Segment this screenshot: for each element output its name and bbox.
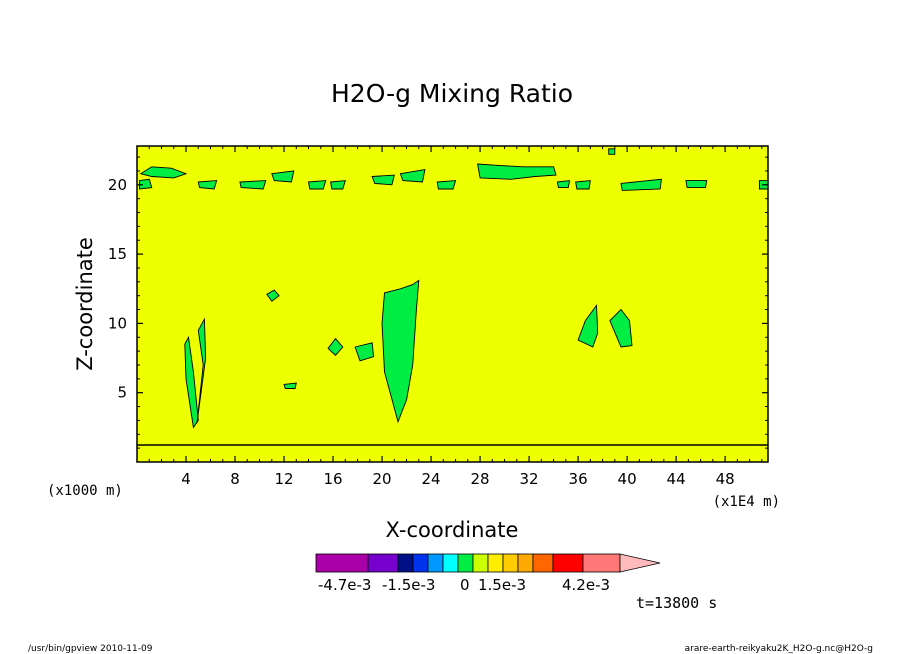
contour-region-upper-blob-17 xyxy=(608,148,616,155)
chart-title: H2O-g Mixing Ratio xyxy=(331,79,573,108)
contour-region-upper-band-13 xyxy=(575,180,591,190)
colorbar-segment xyxy=(502,553,519,573)
colorbar-labels: -4.7e-3 -1.5e-3 0 1.5e-3 4.2e-3 xyxy=(318,576,610,594)
time-label: t=13800 s xyxy=(636,594,717,612)
contour-region-upper-band-12 xyxy=(556,180,571,189)
contour-region-blob-19 xyxy=(354,342,374,362)
colorbar-segment xyxy=(457,553,474,573)
footer-left: /usr/bin/gpview 2010-11-09 xyxy=(28,644,153,654)
colorbar xyxy=(315,553,661,573)
y-tick-label: 15 xyxy=(108,245,127,263)
contour-region-upper-band-6 xyxy=(307,180,327,190)
colorbar-segment xyxy=(552,553,584,573)
contour-region-upper-band-4 xyxy=(239,180,267,190)
x-tick-label: 36 xyxy=(569,470,588,488)
colorbar-label: -4.7e-3 xyxy=(318,576,371,594)
x-tick-label: 16 xyxy=(323,470,342,488)
colorbar-segment xyxy=(427,553,444,573)
x-axis-ticks: 4 8 12 16 20 24 28 32 36 40 44 48 xyxy=(148,146,763,488)
colorbar-segment xyxy=(517,553,534,573)
colorbar-label: 1.5e-3 xyxy=(478,576,526,594)
x-axis-label: X-coordinate xyxy=(386,518,519,542)
x-tick-label: 12 xyxy=(274,470,293,488)
y-tick-label: 10 xyxy=(108,314,127,332)
contour-region-column-center xyxy=(381,279,420,424)
contour-region-blob-39 xyxy=(609,308,633,348)
contour-region-blob-37 xyxy=(577,304,599,348)
contour-region-upper-band-5 xyxy=(271,170,295,183)
contour-region-upper-band-14 xyxy=(620,178,662,191)
colorbar-segment xyxy=(487,553,504,573)
x-tick-label: 32 xyxy=(520,470,539,488)
x-tick-label: 4 xyxy=(181,470,191,488)
x-tick-label: 44 xyxy=(667,470,686,488)
contour-region-upper-band-2 xyxy=(139,178,153,190)
y-tick-label: 5 xyxy=(117,384,127,402)
colorbar-segment xyxy=(532,553,554,573)
contour-region-upper-band-15 xyxy=(685,180,708,189)
colorbar-segment xyxy=(472,553,489,573)
colorbar-segment xyxy=(315,553,369,573)
x-tick-label: 24 xyxy=(422,470,441,488)
colorbar-label: 0 xyxy=(460,576,470,594)
x-tick-label: 40 xyxy=(618,470,637,488)
plot-background xyxy=(137,146,768,462)
contour-region-blob-12 xyxy=(266,289,280,302)
contour-region-blob-17 xyxy=(327,337,344,356)
x-tick-label: 8 xyxy=(230,470,240,488)
colorbar-segment xyxy=(397,553,414,573)
y-axis-label: Z-coordinate xyxy=(73,237,97,371)
colorbar-arrow xyxy=(619,553,661,573)
contour-region-upper-band-9 xyxy=(399,169,426,183)
footer-right: arare-earth-reikyaku2K_H2O-g.nc@H2O-g xyxy=(685,644,873,654)
contour-region-upper-band-10 xyxy=(436,180,457,190)
contour-region-column-left-a xyxy=(184,335,199,429)
x-tick-label: 28 xyxy=(471,470,490,488)
y-tick-label: 20 xyxy=(108,176,127,194)
x-tick-label: 20 xyxy=(373,470,392,488)
colorbar-segment xyxy=(412,553,429,573)
contour-region-upper-band-1 xyxy=(139,166,188,179)
x-unit-right: (x1E4 m) xyxy=(713,494,780,510)
contour-region-column-left-b xyxy=(196,317,207,424)
contour-region-upper-band-8 xyxy=(371,174,395,186)
contour-regions xyxy=(139,148,769,429)
x-unit-left: (x1000 m) xyxy=(47,483,123,499)
contour-region-blob-13 xyxy=(283,382,297,389)
colorbar-label: 4.2e-3 xyxy=(562,576,610,594)
colorbar-segment xyxy=(367,553,399,573)
colorbar-segment xyxy=(582,553,621,573)
colorbar-label: -1.5e-3 xyxy=(382,576,435,594)
contour-region-upper-band-3 xyxy=(197,180,218,190)
colorbar-segment xyxy=(442,553,459,573)
plot-frame xyxy=(136,145,769,463)
contour-region-upper-band-11 xyxy=(477,163,557,180)
y-axis-ticks: 5 10 15 20 xyxy=(108,156,768,449)
contour-region-upper-band-7 xyxy=(330,180,346,190)
x-tick-label: 48 xyxy=(716,470,735,488)
